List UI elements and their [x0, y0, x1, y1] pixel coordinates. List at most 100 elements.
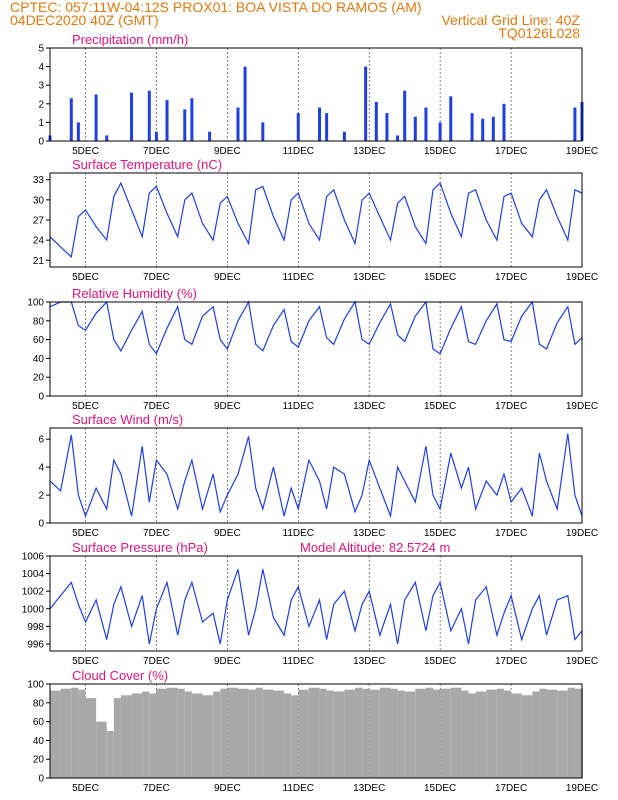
panel-frame	[49, 47, 583, 142]
precip-bar	[190, 98, 194, 141]
y-tick-label: 60	[33, 717, 45, 728]
cloud-bar	[227, 687, 238, 778]
y-tick-label: 24	[33, 236, 45, 247]
y-tick-label: 21	[33, 256, 45, 267]
x-tick-label: 15DEC	[424, 656, 456, 667]
x-tick-label: 7DEC	[143, 528, 170, 539]
precip-bar	[385, 113, 389, 141]
x-tick-label: 15DEC	[424, 528, 456, 539]
panel-title: Precipitation (mm/h)	[72, 32, 188, 47]
panel-title: Surface Wind (m/s)	[72, 412, 183, 427]
x-tick-label: 7DEC	[143, 272, 170, 283]
cloud-bar	[404, 691, 416, 778]
cloud-bar	[298, 689, 309, 778]
cloud-bar	[546, 689, 558, 778]
cloud-bar	[262, 689, 274, 778]
y-tick-label: 1	[38, 118, 44, 129]
cloud-bar	[521, 695, 533, 778]
cloud-bar	[78, 689, 86, 778]
precip-bar	[424, 107, 428, 141]
precip-bar	[94, 94, 98, 141]
precip-bar	[449, 96, 453, 141]
cloud-bar	[113, 698, 121, 778]
panel-frame	[49, 172, 583, 268]
cloud-bar	[362, 688, 370, 778]
y-tick-label: 2	[38, 491, 44, 502]
panel-title: Relative Humidity (%)	[72, 286, 197, 301]
cloud-bar	[284, 693, 292, 778]
header-model-code: TQ0126L028	[498, 25, 580, 41]
cloud-bar	[532, 691, 540, 778]
precip-bar	[105, 135, 109, 141]
cloud-bar	[468, 693, 476, 778]
x-tick-label: 7DEC	[143, 401, 170, 412]
x-tick-label: 11DEC	[283, 528, 315, 539]
cloud-bar	[326, 690, 334, 778]
panel-1: 5DEC 7DEC 9DEC 11DEC 13DEC 15DEC 17DEC 19DEC 21 2…	[33, 157, 598, 283]
precip-bar	[130, 92, 134, 141]
x-tick-label: 5DEC	[72, 401, 99, 412]
precip-bar	[438, 122, 442, 141]
cloud-bar	[539, 688, 547, 778]
precip-bar	[403, 90, 407, 141]
x-tick-label: 7DEC	[143, 783, 170, 794]
cloud-bar	[167, 687, 178, 778]
y-tick-label: 1002	[22, 587, 45, 598]
x-tick-label: 17DEC	[495, 272, 527, 283]
precip-bar	[183, 109, 187, 141]
x-tick-label: 15DEC	[424, 146, 456, 157]
cloud-bar	[149, 693, 157, 778]
x-tick-label: 19DEC	[566, 272, 598, 283]
cloud-bar	[450, 687, 462, 778]
panels-group: 5DEC 7DEC 9DEC 11DEC 13DEC 15DEC 17DEC 19DEC 0 1 2…	[22, 32, 598, 794]
precip-bar	[261, 122, 265, 141]
cloud-bar	[461, 690, 469, 778]
panel-subtitle: Model Altitude: 82.5724 m	[300, 540, 450, 555]
cloud-bar	[496, 688, 504, 778]
x-tick-label: 15DEC	[424, 783, 456, 794]
y-tick-label: 30	[33, 195, 45, 206]
x-tick-label: 11DEC	[283, 146, 315, 157]
cloud-bar	[557, 690, 568, 778]
x-tick-label: 7DEC	[143, 146, 170, 157]
x-tick-label: 5DEC	[72, 272, 99, 283]
precip-bar	[481, 118, 485, 141]
y-tick-label: 80	[33, 698, 45, 709]
x-tick-label: 9DEC	[214, 146, 241, 157]
x-tick-label: 7DEC	[143, 656, 170, 667]
y-tick-label: 27	[33, 216, 45, 227]
cloud-bar	[191, 693, 203, 778]
cloud-bar	[142, 691, 150, 778]
cloud-bar	[333, 691, 345, 778]
y-tick-label: 100	[27, 298, 44, 309]
x-tick-label: 11DEC	[283, 656, 315, 667]
precip-bar	[396, 135, 400, 141]
y-tick-label: 0	[38, 519, 44, 530]
panel-frame	[49, 683, 583, 779]
x-tick-label: 9DEC	[214, 783, 241, 794]
y-tick-label: 100	[27, 680, 44, 691]
y-tick-label: 0	[38, 774, 44, 785]
x-tick-label: 19DEC	[566, 656, 598, 667]
cloud-bar	[96, 721, 107, 778]
y-tick-label: 1000	[22, 604, 45, 615]
precip-bar	[69, 98, 73, 141]
cloud-bar	[273, 690, 285, 778]
y-tick-label: 33	[33, 175, 45, 186]
y-tick-label: 2	[38, 99, 44, 110]
x-tick-label: 11DEC	[283, 272, 315, 283]
cloud-bar	[390, 688, 398, 778]
cloud-bar	[291, 695, 299, 778]
y-tick-label: 4	[38, 62, 44, 73]
precip-bar	[342, 131, 346, 141]
y-tick-label: 40	[33, 354, 45, 365]
precip-bar	[573, 107, 577, 141]
cloud-bar	[475, 691, 487, 778]
x-tick-label: 9DEC	[214, 656, 241, 667]
y-tick-label: 40	[33, 736, 45, 747]
y-tick-label: 4	[38, 463, 44, 474]
cloud-bar	[85, 698, 97, 778]
x-tick-label: 15DEC	[424, 401, 456, 412]
x-tick-label: 5DEC	[72, 146, 99, 157]
